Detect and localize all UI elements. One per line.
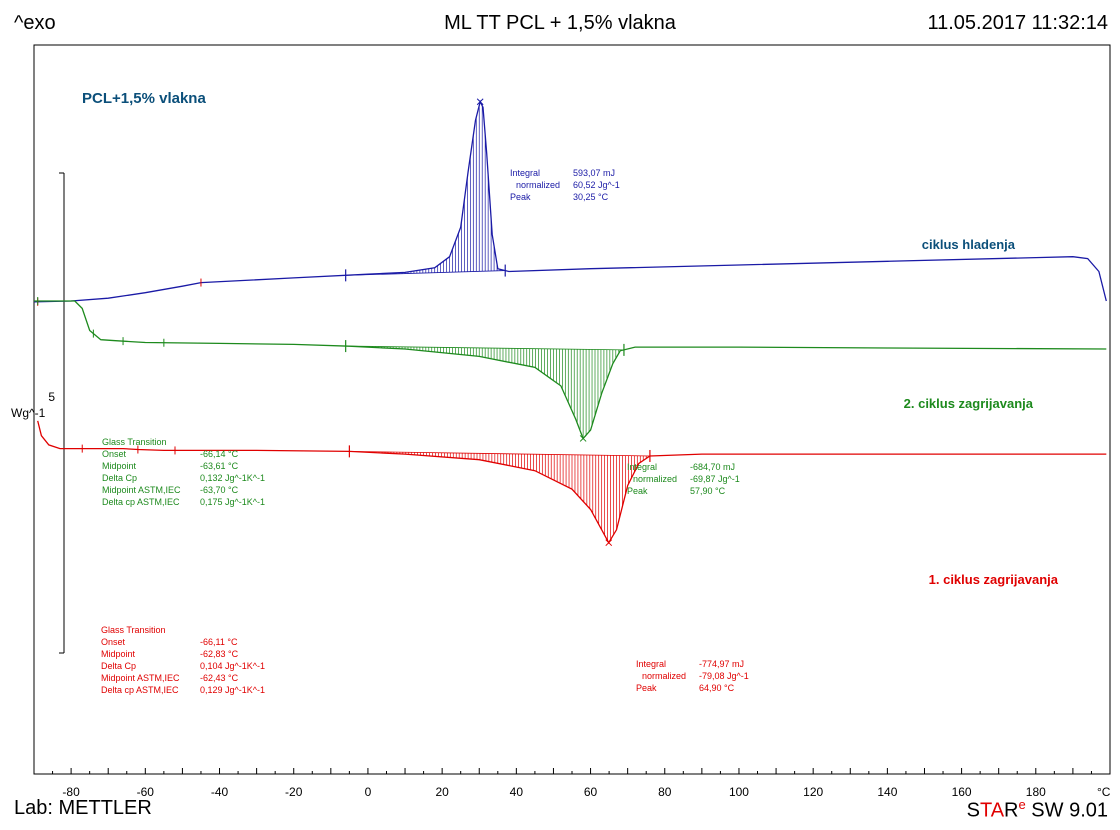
- x-tick-label: 60: [584, 785, 598, 799]
- heating2-baseline: [345, 345, 624, 351]
- normalized-value: -69,87 Jg^-1: [690, 474, 740, 484]
- integral-label: Integral: [627, 462, 657, 472]
- series-label-heating1: 1. ciklus zagrijavanja: [929, 572, 1059, 587]
- gt-mid-astm-value: -62,43 °C: [200, 673, 239, 683]
- integral-value: -774,97 mJ: [699, 659, 744, 669]
- x-tick-label: -80: [62, 785, 80, 799]
- header-datetime: 11.05.2017 11:32:14: [927, 12, 1108, 34]
- heating2-peak-annotation: Integral -684,70 mJ normalized -69,87 Jg…: [627, 462, 740, 496]
- lab-label: Lab: METTLER: [14, 797, 152, 819]
- gt-midpoint-value: -63,61 °C: [200, 461, 239, 471]
- integral-label: Integral: [510, 168, 540, 178]
- x-tick-label: 20: [435, 785, 449, 799]
- x-tick-label: 0: [365, 785, 372, 799]
- series-label-cooling: ciklus hladenja: [922, 237, 1016, 252]
- gt-deltacp-value: 0,104 Jg^-1K^-1: [200, 661, 265, 671]
- heating1-glass-transition: Glass Transition Onset -66,11 °C Midpoin…: [101, 625, 265, 695]
- heating1-curve: [37, 420, 1107, 545]
- x-unit-label: °C: [1097, 785, 1111, 799]
- exo-direction-label: ^exo: [14, 12, 56, 34]
- normalized-label: normalized: [516, 180, 560, 190]
- gt-midpoint-label: Midpoint: [101, 649, 136, 659]
- x-tick-label: 160: [952, 785, 972, 799]
- integral-value: 593,07 mJ: [573, 168, 615, 178]
- x-tick-label: 80: [658, 785, 672, 799]
- gt-midpoint-value: -62,83 °C: [200, 649, 239, 659]
- x-tick-label: 180: [1026, 785, 1046, 799]
- gt-deltacp-value: 0,132 Jg^-1K^-1: [200, 473, 265, 483]
- gt-title: Glass Transition: [102, 437, 167, 447]
- gt-title: Glass Transition: [101, 625, 166, 635]
- peak-value: 30,25 °C: [573, 192, 609, 202]
- y-scale-value: 5: [48, 390, 55, 404]
- x-tick-label: 120: [803, 785, 823, 799]
- x-tick-label: -20: [285, 785, 303, 799]
- software-version: STARe SW 9.01: [967, 797, 1108, 823]
- gt-mid-astm-label: Midpoint ASTM,IEC: [101, 673, 180, 683]
- gt-dcp-astm-value: 0,175 Jg^-1K^-1: [200, 497, 265, 507]
- gt-midpoint-label: Midpoint: [102, 461, 137, 471]
- sample-title: PCL+1,5% vlakna: [82, 90, 206, 107]
- gt-mid-astm-value: -63,70 °C: [200, 485, 239, 495]
- x-tick-label: 100: [729, 785, 749, 799]
- software-logo-e: e: [1018, 797, 1026, 812]
- x-tick-label: -40: [211, 785, 229, 799]
- gt-onset-value: -66,14 °C: [200, 449, 239, 459]
- heating2-curve: [34, 300, 1107, 440]
- integral-value: -684,70 mJ: [690, 462, 735, 472]
- x-tick-label: 140: [877, 785, 897, 799]
- peak-value: 57,90 °C: [690, 486, 726, 496]
- x-tick-label: -60: [137, 785, 155, 799]
- gt-dcp-astm-label: Delta cp ASTM,IEC: [101, 685, 179, 695]
- software-logo-ta: TA: [979, 799, 1005, 822]
- heating1-baseline: [349, 450, 650, 457]
- peak-label: Peak: [636, 683, 657, 693]
- gt-deltacp-label: Delta Cp: [102, 473, 137, 483]
- cooling-curve: [33, 99, 1107, 303]
- software-logo-r: R: [1004, 799, 1019, 822]
- y-scale-unit: Wg^-1: [11, 406, 46, 420]
- peak-value: 64,90 °C: [699, 683, 735, 693]
- heating1-peak-marker: [605, 539, 613, 547]
- gt-dcp-astm-value: 0,129 Jg^-1K^-1: [200, 685, 265, 695]
- heating1-peak-annotation: Integral -774,97 mJ normalized -79,08 Jg…: [636, 659, 749, 693]
- normalized-label: normalized: [633, 474, 677, 484]
- chart-header-title: ML TT PCL + 1,5% vlakna: [444, 12, 676, 34]
- heating2-peak-marker: [579, 435, 587, 442]
- gt-onset-label: Onset: [101, 637, 126, 647]
- x-tick-label: 40: [510, 785, 524, 799]
- gt-onset-label: Onset: [102, 449, 127, 459]
- gt-dcp-astm-label: Delta cp ASTM,IEC: [102, 497, 180, 507]
- gt-deltacp-label: Delta Cp: [101, 661, 136, 671]
- peak-label: Peak: [510, 192, 531, 202]
- normalized-value: 60,52 Jg^-1: [573, 180, 620, 190]
- heating2-glass-transition: Glass Transition Onset -66,14 °C Midpoin…: [102, 437, 265, 507]
- series-label-heating2: 2. ciklus zagrijavanja: [904, 396, 1034, 411]
- peak-label: Peak: [627, 486, 648, 496]
- gt-mid-astm-label: Midpoint ASTM,IEC: [102, 485, 181, 495]
- cooling-peak-annotation: Integral 593,07 mJ normalized 60,52 Jg^-…: [510, 168, 620, 202]
- gt-onset-value: -66,11 °C: [200, 637, 238, 647]
- software-logo-s: S: [966, 799, 980, 822]
- cooling-peak-marker: [476, 98, 484, 106]
- normalized-value: -79,08 Jg^-1: [699, 671, 749, 681]
- integral-label: Integral: [636, 659, 666, 669]
- software-version-number: SW 9.01: [1025, 799, 1108, 822]
- normalized-label: normalized: [642, 671, 686, 681]
